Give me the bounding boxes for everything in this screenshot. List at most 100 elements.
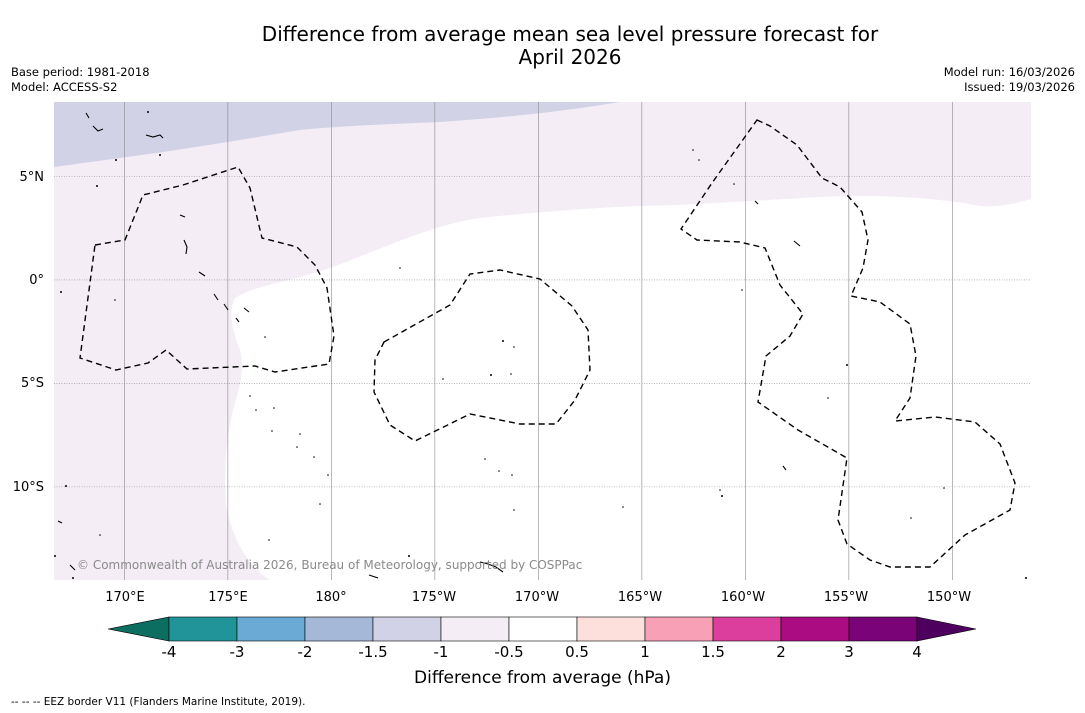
island-dot — [96, 185, 98, 187]
colorbar-tick-label: -1 — [433, 643, 449, 661]
island-dot — [513, 509, 515, 511]
lon-label-180: 180° — [315, 590, 347, 605]
island — [198, 271, 206, 277]
colorbar-segment — [780, 616, 850, 642]
colorbar-tick-label: 0.5 — [565, 643, 589, 661]
lon-label-165w: 165°W — [617, 590, 663, 605]
lon-label-175w: 175°W — [411, 590, 457, 605]
island-dot — [513, 346, 515, 348]
island-dot — [490, 374, 492, 376]
island-dot — [264, 336, 266, 338]
island-dot — [313, 456, 315, 458]
colorbar-segment — [508, 616, 578, 642]
colorbar-segment — [168, 616, 238, 642]
island-dot — [72, 577, 74, 579]
colorbar-segment — [236, 616, 306, 642]
eez-border-line — [79, 166, 335, 373]
island-dot — [827, 397, 829, 399]
island-dot — [299, 433, 301, 435]
lat-label-10s: 10°S — [12, 480, 44, 495]
lat-label-5s: 5°S — [20, 376, 44, 391]
island — [793, 240, 801, 247]
lon-label-160w: 160°W — [720, 590, 766, 605]
colorbar-tick-label: -0.5 — [494, 643, 524, 661]
island-dot — [159, 154, 161, 156]
island-dot — [114, 299, 116, 301]
island-dot — [60, 291, 62, 293]
island-dot — [698, 159, 700, 161]
colorbar-tick-label: 1 — [640, 643, 650, 661]
island-dot — [115, 159, 117, 161]
island-dot — [273, 407, 275, 409]
island — [145, 134, 164, 139]
island-dot — [296, 446, 298, 448]
grid-lines — [54, 102, 1031, 580]
island-dot — [54, 555, 56, 557]
island — [782, 465, 787, 471]
island-dot — [502, 340, 504, 342]
colorbar-tick-label: -3 — [229, 643, 245, 661]
island-dot — [408, 555, 410, 557]
colorbar-extend-low — [107, 616, 170, 642]
island-dot — [622, 506, 624, 508]
copyright-notice: © Commonwealth of Australia 2026, Bureau… — [77, 558, 583, 572]
base-period-label: Base period: 1981-2018 — [11, 65, 150, 79]
chart-title-line2: April 2026 — [518, 45, 622, 69]
island — [179, 214, 186, 218]
small-islands — [54, 111, 1027, 579]
eez-border-line — [373, 269, 591, 442]
colorbar-tick-label: -2 — [297, 643, 313, 661]
island — [85, 112, 90, 119]
island-dot — [255, 409, 257, 411]
island-dot — [733, 183, 735, 185]
island — [235, 317, 240, 323]
island-dot — [268, 539, 270, 541]
colorbar-segment — [304, 616, 374, 642]
colorbar-segment — [440, 616, 510, 642]
island-dot — [510, 373, 512, 375]
island — [243, 307, 250, 313]
island-dot — [692, 149, 694, 151]
eez-borders — [79, 119, 1016, 568]
colorbar-tick-label: 1.5 — [701, 643, 725, 661]
colorbar — [107, 616, 977, 642]
issued-label: Issued: 19/03/2026 — [964, 80, 1075, 94]
eez-border-line — [680, 119, 1016, 568]
island-dot — [721, 495, 723, 497]
colorbar-segment — [576, 616, 646, 642]
island-dot — [498, 470, 500, 472]
chart-title-line1: Difference from average mean sea level p… — [261, 22, 879, 46]
colorbar-segment — [372, 616, 442, 642]
lon-label-155w: 155°W — [823, 590, 869, 605]
island-dot — [271, 430, 273, 432]
island — [92, 125, 104, 132]
island — [69, 564, 76, 571]
island-dot — [147, 111, 149, 113]
colorbar-segment — [712, 616, 782, 642]
island-dot — [442, 378, 444, 380]
lon-label-170e: 170°E — [105, 590, 145, 605]
island-dot — [943, 487, 945, 489]
anomaly-band-white — [225, 196, 1031, 580]
island-dot — [327, 474, 329, 476]
island-dot — [910, 517, 912, 519]
colorbar-title: Difference from average (hPa) — [414, 668, 671, 688]
island-dot — [511, 474, 513, 476]
islands — [57, 112, 801, 579]
model-run-label: Model run: 16/03/2026 — [943, 65, 1075, 79]
island-dot — [719, 489, 721, 491]
lon-label-150w: 150°W — [926, 590, 972, 605]
island-dot — [484, 458, 486, 460]
lat-label-0: 0° — [29, 273, 44, 288]
island-dot — [399, 267, 401, 269]
lon-label-170w: 170°W — [514, 590, 560, 605]
colorbar-extend-high — [916, 616, 977, 642]
island — [479, 561, 504, 573]
island-dot — [741, 289, 743, 291]
lon-label-175e: 175°E — [208, 590, 248, 605]
island — [754, 200, 759, 205]
island-dot — [319, 503, 321, 505]
model-label: Model: ACCESS-S2 — [11, 80, 118, 94]
island-dot — [249, 395, 251, 397]
